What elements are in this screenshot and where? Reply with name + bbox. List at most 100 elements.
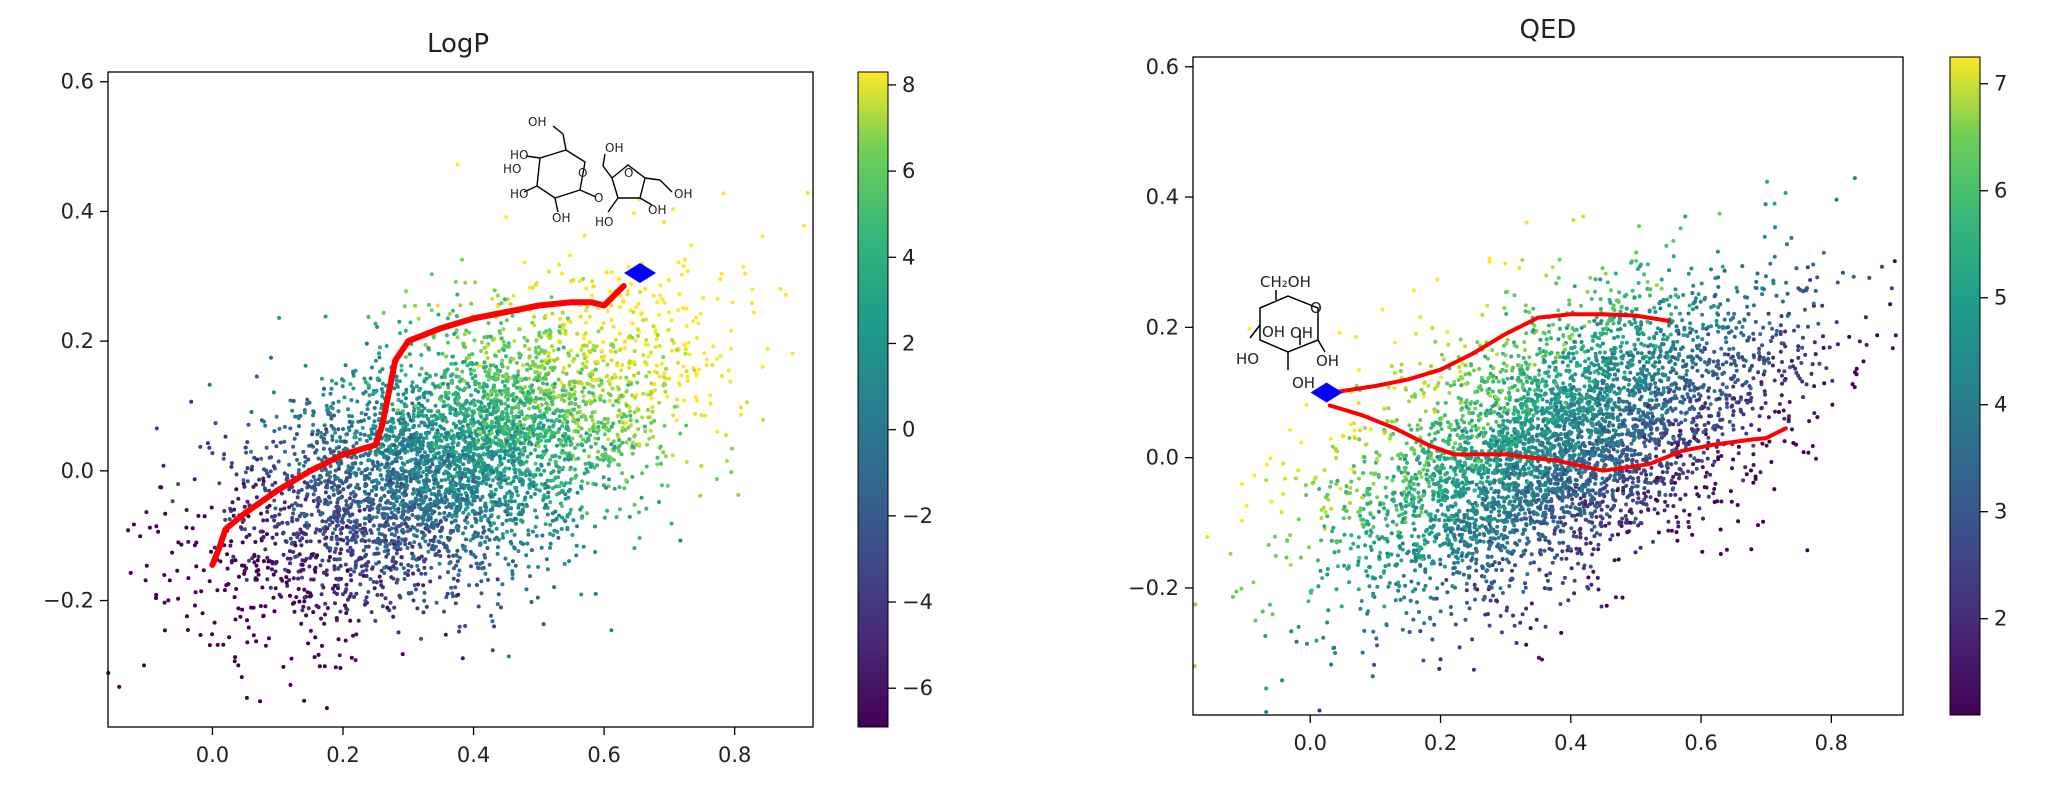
scatter-point	[276, 459, 281, 464]
scatter-point	[411, 425, 416, 430]
scatter-point	[586, 454, 591, 459]
scatter-point	[613, 337, 618, 342]
scatter-point	[277, 512, 282, 517]
scatter-point	[393, 470, 397, 475]
scatter-point	[445, 464, 450, 469]
scatter-point	[444, 437, 449, 442]
scatter-point	[410, 513, 415, 517]
scatter-point	[1635, 500, 1640, 505]
scatter-point	[481, 530, 486, 535]
scatter-point	[511, 479, 516, 484]
scatter-point	[456, 488, 461, 493]
scatter-point	[335, 541, 340, 546]
scatter-point	[612, 372, 617, 377]
scatter-point	[563, 519, 568, 524]
scatter-point	[585, 359, 589, 364]
scatter-point	[518, 399, 523, 404]
scatter-point	[336, 427, 341, 432]
scatter-point	[514, 376, 519, 380]
scatter-point	[493, 435, 498, 440]
scatter-point	[473, 373, 478, 378]
scatter-point	[451, 502, 456, 507]
scatter-point	[451, 576, 456, 581]
scatter-point	[436, 409, 441, 414]
scatter-point	[551, 469, 556, 474]
scatter-point	[359, 564, 364, 569]
scatter-point	[446, 340, 450, 345]
scatter-point	[246, 625, 251, 630]
scatter-point	[362, 533, 366, 538]
scatter-point	[750, 301, 755, 306]
scatter-point	[392, 443, 397, 448]
scatter-point	[1325, 514, 1330, 519]
scatter-point	[236, 663, 241, 668]
scatter-point	[472, 403, 477, 408]
scatter-point	[492, 288, 497, 293]
scatter-point	[371, 539, 376, 544]
scatter-point	[632, 502, 637, 507]
scatter-point	[547, 425, 552, 430]
scatter-point	[596, 436, 601, 441]
scatter-point	[501, 339, 506, 344]
scatter-point	[238, 525, 243, 530]
scatter-point	[534, 338, 539, 343]
scatter-point	[760, 234, 765, 239]
scatter-point	[373, 618, 378, 623]
scatter-point	[454, 510, 459, 515]
scatter-point	[533, 346, 538, 350]
scatter-point	[696, 367, 701, 372]
scatter-point	[377, 355, 382, 360]
scatter-point	[434, 481, 438, 486]
scatter-point	[337, 513, 342, 518]
scatter-point	[365, 466, 370, 471]
scatter-point	[587, 314, 592, 319]
scatter-point	[282, 439, 287, 444]
scatter-point	[467, 583, 472, 588]
scatter-point	[581, 336, 586, 341]
scatter-point	[236, 606, 241, 611]
scatter-point	[565, 525, 570, 530]
scatter-point	[325, 606, 330, 611]
scatter-point	[542, 434, 546, 439]
scatter-point	[462, 359, 467, 364]
scatter-point	[353, 461, 358, 466]
scatter-point	[1527, 355, 1532, 360]
scatter-point	[612, 446, 617, 451]
scatter-point	[405, 524, 410, 529]
scatter-point	[618, 305, 622, 310]
scatter-point	[331, 488, 336, 492]
scatter-point	[497, 463, 501, 468]
scatter-point	[487, 472, 492, 477]
scatter-point	[568, 467, 573, 472]
scatter-point	[531, 529, 535, 534]
scatter-point	[725, 459, 729, 463]
scatter-point	[451, 406, 456, 411]
scatter-point	[333, 546, 338, 551]
scatter-point	[489, 513, 494, 518]
scatter-point	[605, 417, 610, 421]
scatter-point	[233, 655, 238, 660]
scatter-point	[498, 331, 502, 336]
scatter-point	[558, 340, 563, 345]
scatter-point	[401, 530, 406, 535]
scatter-point	[328, 391, 333, 396]
scatter-point	[670, 338, 675, 342]
scatter-point	[297, 599, 302, 604]
scatter-point	[593, 591, 598, 596]
scatter-point	[272, 518, 277, 523]
scatter-point	[468, 361, 473, 366]
scatter-point	[463, 474, 468, 479]
scatter-point	[318, 563, 323, 568]
scatter-point	[461, 497, 466, 502]
scatter-point	[581, 544, 586, 549]
scatter-point	[385, 518, 390, 522]
x-tick-label: 0.6	[587, 743, 620, 767]
scatter-point	[1784, 242, 1789, 247]
scatter-point	[502, 343, 507, 348]
scatter-point	[501, 327, 506, 332]
scatter-point	[501, 430, 506, 435]
scatter-point	[411, 487, 416, 492]
scatter-point	[592, 426, 596, 431]
scatter-point	[683, 347, 688, 352]
scatter-point	[162, 600, 167, 605]
